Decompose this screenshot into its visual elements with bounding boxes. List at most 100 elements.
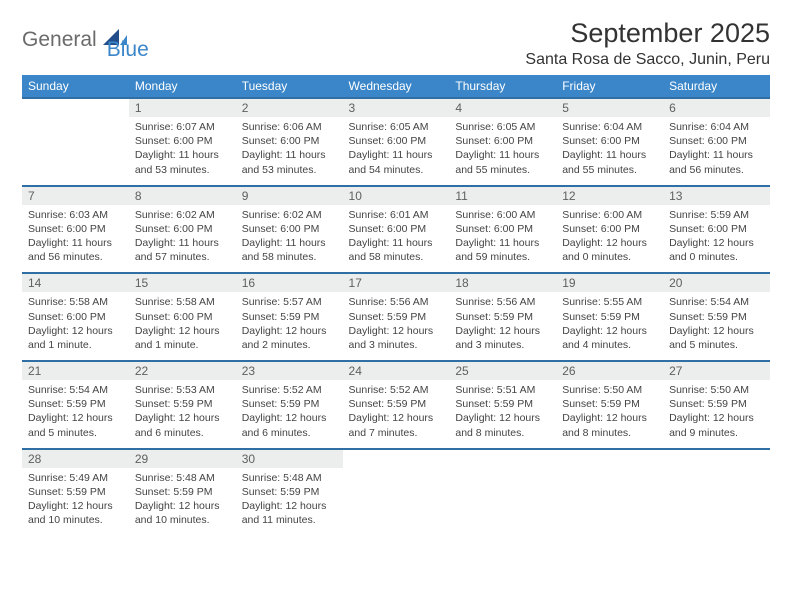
header: General Blue September 2025 Santa Rosa d… — [22, 18, 770, 69]
day-body: Sunrise: 6:04 AMSunset: 6:00 PMDaylight:… — [556, 117, 663, 185]
day-header: Monday — [129, 75, 236, 98]
calendar-cell: 0 — [343, 449, 450, 536]
sunrise-text: Sunrise: 6:05 AM — [349, 120, 444, 134]
daylight-text: Daylight: 11 hours and 56 minutes. — [28, 236, 123, 264]
day-body: Sunrise: 6:07 AMSunset: 6:00 PMDaylight:… — [129, 117, 236, 185]
sunrise-text: Sunrise: 5:54 AM — [669, 295, 764, 309]
day-body: Sunrise: 6:05 AMSunset: 6:00 PMDaylight:… — [449, 117, 556, 185]
daylight-text: Daylight: 11 hours and 58 minutes. — [242, 236, 337, 264]
day-number: 13 — [663, 187, 770, 205]
calendar-cell: 29Sunrise: 5:48 AMSunset: 5:59 PMDayligh… — [129, 449, 236, 536]
sunset-text: Sunset: 5:59 PM — [562, 397, 657, 411]
sunset-text: Sunset: 6:00 PM — [135, 310, 230, 324]
calendar-cell: 10Sunrise: 6:01 AMSunset: 6:00 PMDayligh… — [343, 186, 450, 274]
location-label: Santa Rosa de Sacco, Junin, Peru — [525, 51, 770, 69]
day-body: Sunrise: 5:59 AMSunset: 6:00 PMDaylight:… — [663, 205, 770, 273]
daylight-text: Daylight: 12 hours and 0 minutes. — [669, 236, 764, 264]
sunrise-text: Sunrise: 5:54 AM — [28, 383, 123, 397]
daylight-text: Daylight: 11 hours and 54 minutes. — [349, 148, 444, 176]
day-number: 29 — [129, 450, 236, 468]
daylight-text: Daylight: 11 hours and 53 minutes. — [135, 148, 230, 176]
sunrise-text: Sunrise: 6:01 AM — [349, 208, 444, 222]
day-body: Sunrise: 5:56 AMSunset: 5:59 PMDaylight:… — [449, 292, 556, 360]
day-number: 9 — [236, 187, 343, 205]
sunset-text: Sunset: 5:59 PM — [669, 310, 764, 324]
daylight-text: Daylight: 12 hours and 0 minutes. — [562, 236, 657, 264]
calendar-cell: 18Sunrise: 5:56 AMSunset: 5:59 PMDayligh… — [449, 273, 556, 361]
day-body: Sunrise: 5:50 AMSunset: 5:59 PMDaylight:… — [663, 380, 770, 448]
daylight-text: Daylight: 12 hours and 10 minutes. — [135, 499, 230, 527]
calendar-cell: 5Sunrise: 6:04 AMSunset: 6:00 PMDaylight… — [556, 98, 663, 186]
day-body: Sunrise: 5:48 AMSunset: 5:59 PMDaylight:… — [236, 468, 343, 536]
day-body: Sunrise: 5:49 AMSunset: 5:59 PMDaylight:… — [22, 468, 129, 536]
calendar-cell: 0 — [22, 98, 129, 186]
calendar-cell: 0 — [449, 449, 556, 536]
calendar-cell: 3Sunrise: 6:05 AMSunset: 6:00 PMDaylight… — [343, 98, 450, 186]
sunrise-text: Sunrise: 5:53 AM — [135, 383, 230, 397]
calendar-cell: 19Sunrise: 5:55 AMSunset: 5:59 PMDayligh… — [556, 273, 663, 361]
calendar-head: SundayMondayTuesdayWednesdayThursdayFrid… — [22, 75, 770, 98]
sunset-text: Sunset: 5:59 PM — [242, 485, 337, 499]
daylight-text: Daylight: 12 hours and 4 minutes. — [562, 324, 657, 352]
day-number: 19 — [556, 274, 663, 292]
day-number: 6 — [663, 99, 770, 117]
day-number: 20 — [663, 274, 770, 292]
sunrise-text: Sunrise: 5:48 AM — [135, 471, 230, 485]
calendar-cell: 1Sunrise: 6:07 AMSunset: 6:00 PMDaylight… — [129, 98, 236, 186]
day-number: 16 — [236, 274, 343, 292]
sunset-text: Sunset: 6:00 PM — [349, 134, 444, 148]
calendar-cell: 17Sunrise: 5:56 AMSunset: 5:59 PMDayligh… — [343, 273, 450, 361]
day-number: 26 — [556, 362, 663, 380]
daylight-text: Daylight: 12 hours and 6 minutes. — [242, 411, 337, 439]
daylight-text: Daylight: 12 hours and 7 minutes. — [349, 411, 444, 439]
sunrise-text: Sunrise: 6:00 AM — [455, 208, 550, 222]
day-body: Sunrise: 6:04 AMSunset: 6:00 PMDaylight:… — [663, 117, 770, 185]
day-number: 18 — [449, 274, 556, 292]
day-body: Sunrise: 6:02 AMSunset: 6:00 PMDaylight:… — [129, 205, 236, 273]
sunrise-text: Sunrise: 6:04 AM — [669, 120, 764, 134]
daylight-text: Daylight: 12 hours and 2 minutes. — [242, 324, 337, 352]
day-body: Sunrise: 5:50 AMSunset: 5:59 PMDaylight:… — [556, 380, 663, 448]
sunrise-text: Sunrise: 5:55 AM — [562, 295, 657, 309]
sunset-text: Sunset: 5:59 PM — [455, 310, 550, 324]
day-body: Sunrise: 5:48 AMSunset: 5:59 PMDaylight:… — [129, 468, 236, 536]
calendar-body: 0 1Sunrise: 6:07 AMSunset: 6:00 PMDaylig… — [22, 98, 770, 535]
sunrise-text: Sunrise: 5:50 AM — [669, 383, 764, 397]
day-number: 27 — [663, 362, 770, 380]
calendar-cell: 2Sunrise: 6:06 AMSunset: 6:00 PMDaylight… — [236, 98, 343, 186]
logo-word1: General — [22, 28, 97, 52]
day-body: Sunrise: 5:51 AMSunset: 5:59 PMDaylight:… — [449, 380, 556, 448]
sunrise-text: Sunrise: 5:58 AM — [28, 295, 123, 309]
sunset-text: Sunset: 5:59 PM — [562, 310, 657, 324]
sunrise-text: Sunrise: 6:06 AM — [242, 120, 337, 134]
day-number: 7 — [22, 187, 129, 205]
sunset-text: Sunset: 6:00 PM — [242, 222, 337, 236]
sunset-text: Sunset: 5:59 PM — [349, 397, 444, 411]
sunset-text: Sunset: 6:00 PM — [669, 222, 764, 236]
daylight-text: Daylight: 12 hours and 6 minutes. — [135, 411, 230, 439]
day-number: 12 — [556, 187, 663, 205]
daylight-text: Daylight: 12 hours and 1 minute. — [135, 324, 230, 352]
calendar-cell: 26Sunrise: 5:50 AMSunset: 5:59 PMDayligh… — [556, 361, 663, 449]
sunrise-text: Sunrise: 5:57 AM — [242, 295, 337, 309]
calendar-cell: 15Sunrise: 5:58 AMSunset: 6:00 PMDayligh… — [129, 273, 236, 361]
daylight-text: Daylight: 12 hours and 10 minutes. — [28, 499, 123, 527]
day-body: Sunrise: 5:52 AMSunset: 5:59 PMDaylight:… — [343, 380, 450, 448]
sunset-text: Sunset: 6:00 PM — [242, 134, 337, 148]
sunset-text: Sunset: 5:59 PM — [455, 397, 550, 411]
day-number: 1 — [129, 99, 236, 117]
sunrise-text: Sunrise: 6:02 AM — [135, 208, 230, 222]
sunset-text: Sunset: 6:00 PM — [455, 222, 550, 236]
sunset-text: Sunset: 5:59 PM — [28, 397, 123, 411]
calendar-cell: 24Sunrise: 5:52 AMSunset: 5:59 PMDayligh… — [343, 361, 450, 449]
daylight-text: Daylight: 12 hours and 11 minutes. — [242, 499, 337, 527]
day-body: Sunrise: 5:53 AMSunset: 5:59 PMDaylight:… — [129, 380, 236, 448]
sunrise-text: Sunrise: 6:05 AM — [455, 120, 550, 134]
sunset-text: Sunset: 6:00 PM — [135, 134, 230, 148]
day-body: Sunrise: 5:55 AMSunset: 5:59 PMDaylight:… — [556, 292, 663, 360]
daylight-text: Daylight: 12 hours and 8 minutes. — [455, 411, 550, 439]
daylight-text: Daylight: 12 hours and 3 minutes. — [349, 324, 444, 352]
calendar-cell: 21Sunrise: 5:54 AMSunset: 5:59 PMDayligh… — [22, 361, 129, 449]
day-number: 23 — [236, 362, 343, 380]
sunrise-text: Sunrise: 5:56 AM — [455, 295, 550, 309]
